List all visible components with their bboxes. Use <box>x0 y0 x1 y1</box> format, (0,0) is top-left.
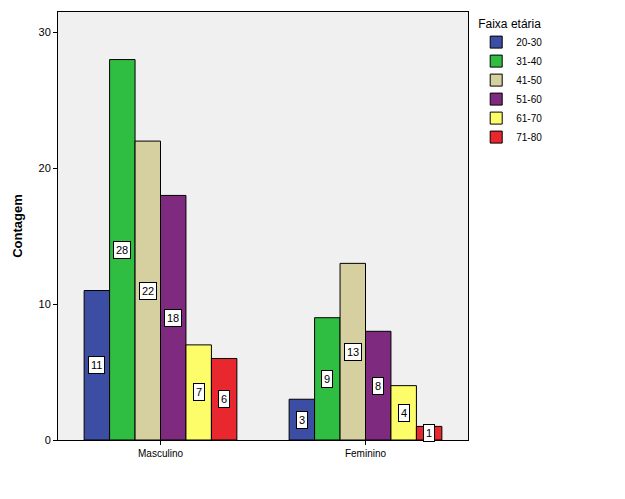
svg-text:20-30: 20-30 <box>516 37 542 48</box>
svg-text:7: 7 <box>196 386 202 398</box>
svg-text:9: 9 <box>324 373 330 385</box>
svg-text:1: 1 <box>426 427 432 439</box>
svg-text:Faixa etária: Faixa etária <box>478 17 541 31</box>
svg-text:13: 13 <box>347 346 359 358</box>
svg-text:22: 22 <box>142 285 154 297</box>
svg-text:20: 20 <box>39 162 51 174</box>
svg-text:3: 3 <box>299 414 305 426</box>
svg-text:11: 11 <box>91 359 102 371</box>
svg-text:4: 4 <box>401 407 407 419</box>
svg-text:Contagem: Contagem <box>10 194 25 258</box>
svg-text:6: 6 <box>221 393 227 405</box>
svg-text:Feminino: Feminino <box>345 448 387 459</box>
svg-text:Masculino: Masculino <box>138 448 183 459</box>
svg-text:8: 8 <box>375 380 381 392</box>
svg-text:28: 28 <box>116 244 128 256</box>
svg-text:0: 0 <box>45 434 51 446</box>
svg-text:31-40: 31-40 <box>516 56 542 67</box>
svg-text:10: 10 <box>39 298 51 310</box>
svg-text:51-60: 51-60 <box>516 94 542 105</box>
svg-text:30: 30 <box>39 26 51 38</box>
svg-text:61-70: 61-70 <box>516 113 542 124</box>
svg-text:41-50: 41-50 <box>516 75 542 86</box>
svg-text:71-80: 71-80 <box>516 132 542 143</box>
svg-text:18: 18 <box>167 312 179 324</box>
